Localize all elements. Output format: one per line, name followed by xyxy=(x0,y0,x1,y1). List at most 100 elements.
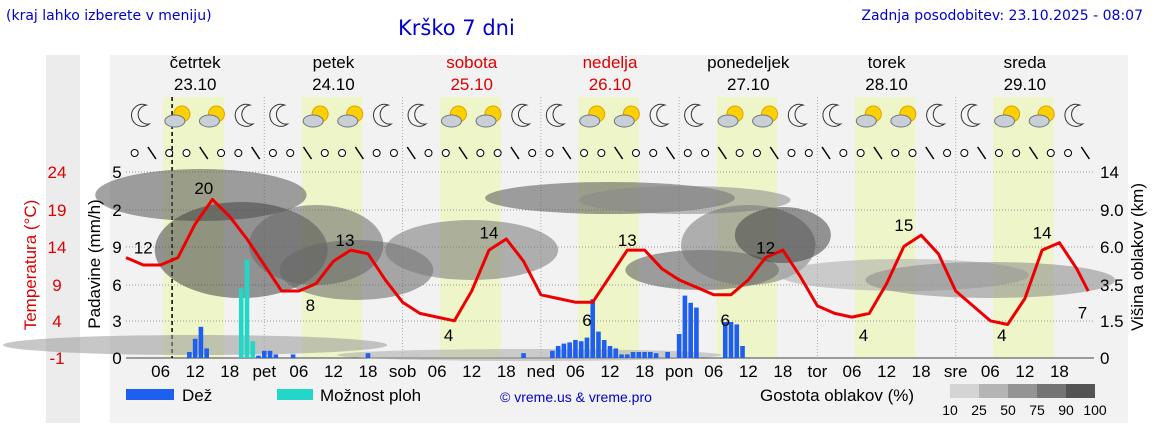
calm-wind-icon xyxy=(476,149,485,157)
shower-bar xyxy=(238,288,244,358)
day-name: nedelja xyxy=(583,53,638,72)
calm-wind-icon xyxy=(182,149,191,157)
calm-wind-icon xyxy=(1012,149,1021,157)
rain-bar xyxy=(204,348,209,358)
rain-bar xyxy=(590,299,596,358)
calm-wind-icon xyxy=(631,149,640,157)
rain-bar xyxy=(256,355,261,358)
moon-icon xyxy=(407,103,428,127)
moon-icon xyxy=(234,103,255,127)
day-date: 23.10 xyxy=(174,75,217,94)
cloud-blob xyxy=(385,220,559,280)
cloud-icon xyxy=(579,114,601,128)
rain-legend-label: Dež xyxy=(182,386,212,405)
daylight-band xyxy=(578,97,639,358)
wind-barb-icon xyxy=(665,146,676,160)
wind-barb-icon xyxy=(717,146,727,160)
x-hour-tick: 06 xyxy=(704,362,723,381)
precip-tick: 3 xyxy=(112,312,121,331)
precip-tick: 9 xyxy=(112,238,121,257)
location-menu-hint[interactable]: (kraj lahko izberete v meniju) xyxy=(6,8,212,24)
x-hour-tick: 06 xyxy=(151,362,170,381)
calm-wind-icon xyxy=(1046,149,1055,157)
cloud-icon xyxy=(198,114,220,128)
cloud-icon xyxy=(1028,114,1050,128)
calm-wind-icon xyxy=(545,149,554,157)
wind-symbols-row xyxy=(130,146,1090,160)
cloud-height-tick: 0 xyxy=(1100,349,1109,368)
x-hour-tick: 06 xyxy=(289,362,308,381)
calm-wind-icon xyxy=(389,149,398,157)
x-hour-tick: 12 xyxy=(324,362,343,381)
rain-bar xyxy=(555,346,561,358)
cloud-icon xyxy=(717,114,739,128)
cloud-density-scale: 10 25 50 75 90 100 xyxy=(942,384,1107,418)
wind-barb-icon xyxy=(925,146,935,160)
rain-bar xyxy=(573,340,578,358)
x-day-tick: pet xyxy=(252,362,276,381)
calm-wind-icon xyxy=(493,149,502,157)
temperature-tick: 9 xyxy=(52,276,61,295)
x-hour-tick: 18 xyxy=(1050,362,1069,381)
day-name: petek xyxy=(313,53,355,72)
temperature-data-label: 13 xyxy=(618,231,637,250)
left-axis-panel xyxy=(46,55,80,423)
temperature-data-label: 8 xyxy=(306,296,315,315)
moon-icon xyxy=(545,103,566,127)
cloud-density-field xyxy=(3,169,1116,361)
page-title: Krško 7 dni xyxy=(398,16,515,40)
calm-wind-icon xyxy=(908,149,917,157)
temperature-data-label: 15 xyxy=(894,216,913,235)
rain-bar xyxy=(642,352,647,358)
x-day-tick: sob xyxy=(389,362,416,381)
day-date: 25.10 xyxy=(450,75,493,94)
rain-bar xyxy=(273,354,279,358)
rain-bar xyxy=(596,331,601,358)
cloud-icon xyxy=(613,114,635,128)
x-hour-tick: 18 xyxy=(635,362,654,381)
day-date: 29.10 xyxy=(1004,75,1047,94)
temperature-data-label: 12 xyxy=(134,238,153,257)
last-update: Zadnja posodobitev: 23.10.2025 - 08:07 xyxy=(861,8,1143,24)
shower-legend-swatch xyxy=(277,389,313,400)
rain-legend-swatch xyxy=(126,389,174,400)
density-scale-label: 25 xyxy=(971,402,987,418)
day-date: 27.10 xyxy=(727,75,770,94)
rain-bar xyxy=(728,322,734,358)
rain-bar xyxy=(636,352,642,358)
temperature-labels: 12 20 8 13 4 14 6 13 6 12 4 15 4 14 7 xyxy=(134,179,1087,345)
calm-wind-icon xyxy=(597,149,606,157)
calm-wind-icon xyxy=(752,149,761,157)
moon-icon xyxy=(822,103,843,127)
wind-barb-icon xyxy=(354,146,364,160)
rain-bar xyxy=(613,348,619,358)
temperature-tick: 19 xyxy=(48,201,67,220)
cloud-height-tick: 1.5 xyxy=(1100,312,1124,331)
x-hour-tick: 18 xyxy=(220,362,239,381)
calm-wind-icon xyxy=(1064,149,1073,157)
temperature-data-label: 6 xyxy=(721,311,730,330)
x-hour-tick: 18 xyxy=(912,362,931,381)
cloud-icon xyxy=(890,114,912,128)
temperature-data-label: 20 xyxy=(194,179,213,198)
calm-wind-icon xyxy=(320,149,329,157)
cloud-icon xyxy=(440,114,462,128)
cloud-height-tick: 3.5 xyxy=(1100,276,1124,295)
rain-bar xyxy=(550,350,555,358)
rain-bar xyxy=(187,352,192,358)
copyright-link[interactable]: © vreme.us & vreme.pro xyxy=(500,389,652,405)
wind-barb-icon xyxy=(199,146,209,160)
wind-barb-icon xyxy=(251,146,261,160)
rain-bar xyxy=(601,340,607,358)
rain-bar xyxy=(694,307,699,358)
temperature-tick: 24 xyxy=(48,163,67,182)
cloud-icon xyxy=(855,114,877,128)
rain-bar xyxy=(676,334,682,358)
density-swatch xyxy=(979,384,1008,398)
calm-wind-icon xyxy=(649,149,658,157)
x-hour-tick: 12 xyxy=(601,362,620,381)
cloud-blob xyxy=(865,262,1116,298)
rain-bar xyxy=(653,353,659,358)
rain-bar xyxy=(734,324,740,358)
